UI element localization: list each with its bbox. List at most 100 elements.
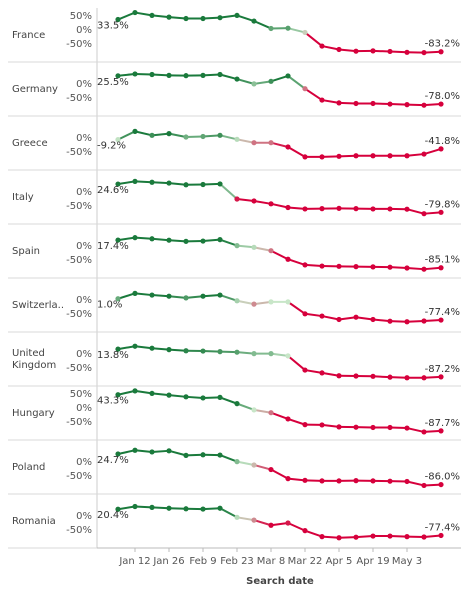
series-line-segment (406, 103, 425, 107)
data-point (166, 180, 172, 186)
last-value-label: -87.2% (425, 364, 460, 375)
data-point (166, 72, 172, 78)
data-point (285, 144, 291, 150)
data-point (217, 505, 223, 511)
data-point (404, 102, 410, 108)
series-line-segment (151, 294, 170, 298)
last-value-label: -41.8% (425, 136, 460, 147)
series-line-segment (270, 74, 289, 83)
data-point (421, 375, 427, 381)
data-point (438, 209, 444, 215)
data-point (166, 293, 172, 299)
series-line-segment (117, 389, 136, 396)
country-label: Spain (12, 246, 40, 257)
series-line-segment (321, 315, 340, 321)
data-point (183, 295, 189, 301)
panel-4: Spain 0% -50% 17.4% -85.1% (8, 235, 461, 279)
series-line-segment (168, 239, 187, 243)
data-point (438, 49, 444, 55)
data-point (353, 478, 359, 484)
data-point (132, 343, 138, 349)
data-point (251, 198, 257, 204)
data-point (149, 390, 155, 397)
data-point (421, 102, 427, 108)
data-point (387, 318, 393, 324)
series-line-segment (236, 78, 255, 85)
series-line-segment (406, 320, 425, 323)
series-line-segment (372, 49, 391, 53)
series-line-segment (168, 348, 187, 352)
series-line-segment (168, 295, 187, 299)
data-point (387, 374, 393, 380)
data-point (268, 78, 274, 84)
data-point (234, 12, 240, 19)
data-point (200, 72, 206, 78)
data-point (302, 206, 308, 212)
series-line-segment (355, 316, 374, 321)
data-point (404, 534, 410, 540)
series-line-segment (253, 408, 272, 414)
series-line-segment (185, 453, 204, 457)
data-point (370, 373, 376, 379)
series-line-segment (304, 369, 323, 374)
data-point (438, 101, 444, 107)
data-point (370, 533, 376, 539)
last-value-label: -85.1% (425, 255, 460, 266)
series-line-segment (168, 132, 187, 139)
data-point (285, 520, 291, 526)
y-tick-label: -50% (66, 417, 92, 428)
data-point (336, 46, 342, 53)
data-point (319, 422, 325, 428)
x-tick-label: Mar 22 (288, 556, 323, 567)
series-line-segment (151, 73, 170, 77)
y-tick-label: -50% (66, 201, 92, 212)
first-value-label: 17.4% (97, 241, 129, 252)
data-point (438, 317, 444, 323)
data-point (404, 319, 410, 325)
panel-7: Hungary 50% 0% -50% 43.3% -87.7% (8, 388, 461, 441)
data-point (438, 481, 444, 488)
data-point (319, 313, 325, 319)
series-line-segment (236, 402, 255, 411)
y-tick-label: 50% (70, 11, 92, 22)
y-tick-label: -50% (66, 255, 92, 266)
y-tick-label: -50% (66, 147, 92, 158)
data-point (285, 73, 291, 79)
series-line-segment (287, 477, 306, 482)
data-point (149, 12, 155, 19)
panel-5: Switzerla.. 0% -50% 1.0% -77.4% (8, 290, 461, 333)
data-point (285, 353, 291, 359)
data-point (217, 71, 223, 78)
y-tick-label: 0% (76, 511, 92, 522)
last-value-label: -86.0% (425, 472, 460, 483)
data-point (251, 301, 257, 307)
first-value-label: -9.2% (97, 141, 126, 152)
data-point (404, 375, 410, 381)
series-line-segment (270, 352, 289, 357)
x-tick-label: Jan 12 (118, 556, 150, 567)
data-point (353, 264, 359, 270)
series-line-segment (304, 87, 323, 102)
data-point (217, 132, 223, 138)
panel-9: Romania 0% -50% 20.4% -77.4% (8, 503, 461, 549)
series-line-segment (202, 73, 221, 77)
series-line-segment (168, 182, 187, 186)
first-value-label: 1.0% (97, 300, 122, 311)
data-point (268, 201, 274, 207)
series-line-segment (321, 423, 340, 428)
series-line-segment (117, 180, 136, 186)
data-point (319, 206, 325, 212)
series-line-segment (423, 429, 442, 433)
data-point (268, 140, 274, 146)
y-tick-label: 50% (70, 389, 92, 400)
series-line-segment (406, 208, 425, 215)
data-point (183, 73, 189, 79)
series-line-segment (423, 103, 442, 107)
x-tick-label: Jan 26 (152, 556, 184, 567)
series-line-segment (117, 505, 136, 511)
series-line-segment (168, 507, 187, 510)
series-line-segment (202, 182, 221, 186)
data-point (149, 449, 155, 455)
series-line-segment (151, 237, 170, 242)
